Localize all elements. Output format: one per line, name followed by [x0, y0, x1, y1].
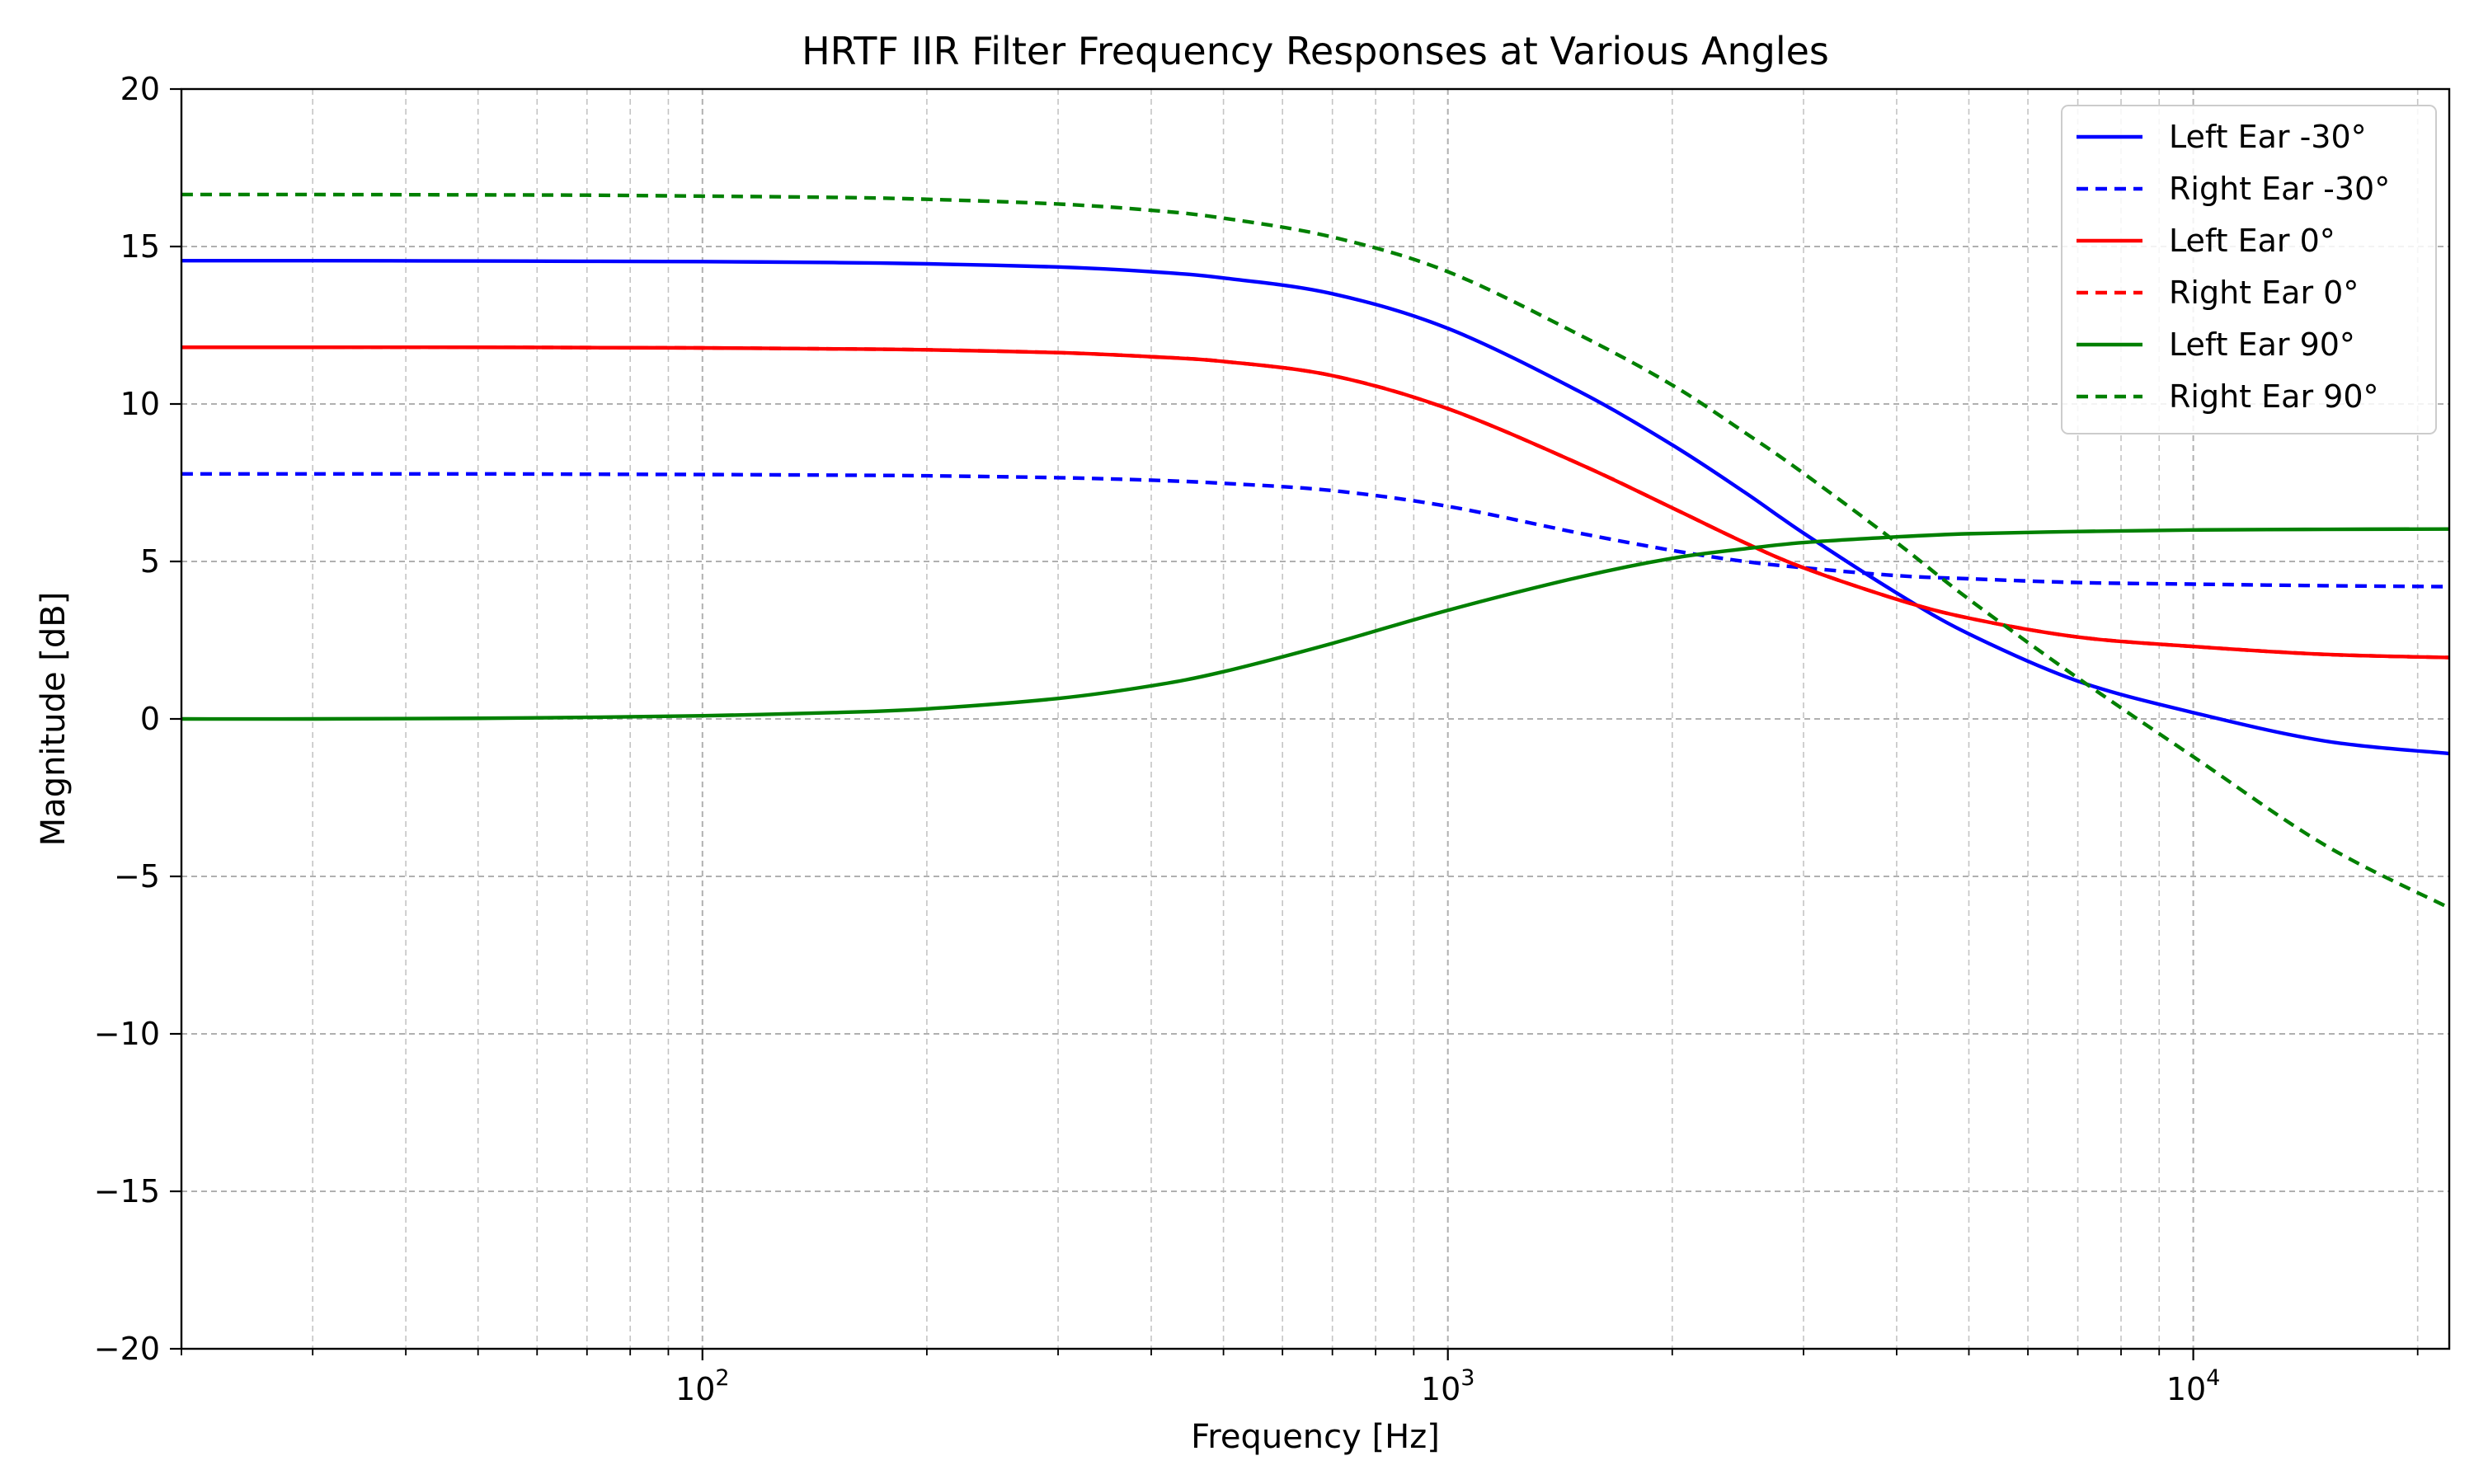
series-line-right-ear-0 — [181, 345, 2449, 660]
y-tick-label: −10 — [94, 1016, 160, 1052]
y-tick-label: −15 — [94, 1173, 160, 1209]
x-tick-exponent: 4 — [2206, 1365, 2220, 1391]
x-tick-base: 10 — [1421, 1371, 1460, 1407]
legend-label: Right Ear 90° — [2169, 378, 2379, 415]
legend-box — [2061, 105, 2437, 434]
y-tick-label: 5 — [140, 543, 160, 580]
series-line-right-ear-90 — [181, 192, 2449, 910]
x-tick-exponent: 2 — [715, 1365, 729, 1391]
y-tick-label: 15 — [120, 228, 160, 265]
y-tick-label: −5 — [114, 858, 160, 895]
y-tick-label: 10 — [120, 386, 160, 422]
legend-label: Right Ear 0° — [2169, 275, 2359, 311]
chart-title: HRTF IIR Filter Frequency Responses at V… — [802, 29, 1829, 73]
x-tick-base: 10 — [2166, 1371, 2206, 1407]
series-line-right-ear-30 — [181, 472, 2449, 589]
y-tick-label: −20 — [94, 1331, 160, 1367]
legend-label: Left Ear 90° — [2169, 326, 2355, 363]
y-axis-label: Magnitude [dB] — [35, 592, 73, 847]
x-tick-base: 10 — [675, 1371, 715, 1407]
legend-label: Left Ear 0° — [2169, 223, 2335, 259]
series-line-left-ear-90 — [181, 527, 2449, 721]
series-line-left-ear-30 — [181, 258, 2449, 756]
x-tick-label: 103 — [1421, 1365, 1475, 1407]
legend: Left Ear -30° Right Ear -30° Left Ear 0° Ri… — [2061, 105, 2437, 434]
y-tick-label: 20 — [120, 71, 160, 107]
x-tick-exponent: 3 — [1460, 1365, 1475, 1391]
x-axis-label: Frequency [Hz] — [1191, 1418, 1440, 1456]
x-tick-label: 102 — [675, 1365, 730, 1407]
legend-label: Left Ear -30° — [2169, 119, 2367, 155]
y-tick-label: 0 — [140, 701, 160, 737]
legend-label: Right Ear -30° — [2169, 171, 2390, 207]
x-tick-label: 104 — [2166, 1365, 2221, 1407]
series-lines — [181, 192, 2449, 910]
